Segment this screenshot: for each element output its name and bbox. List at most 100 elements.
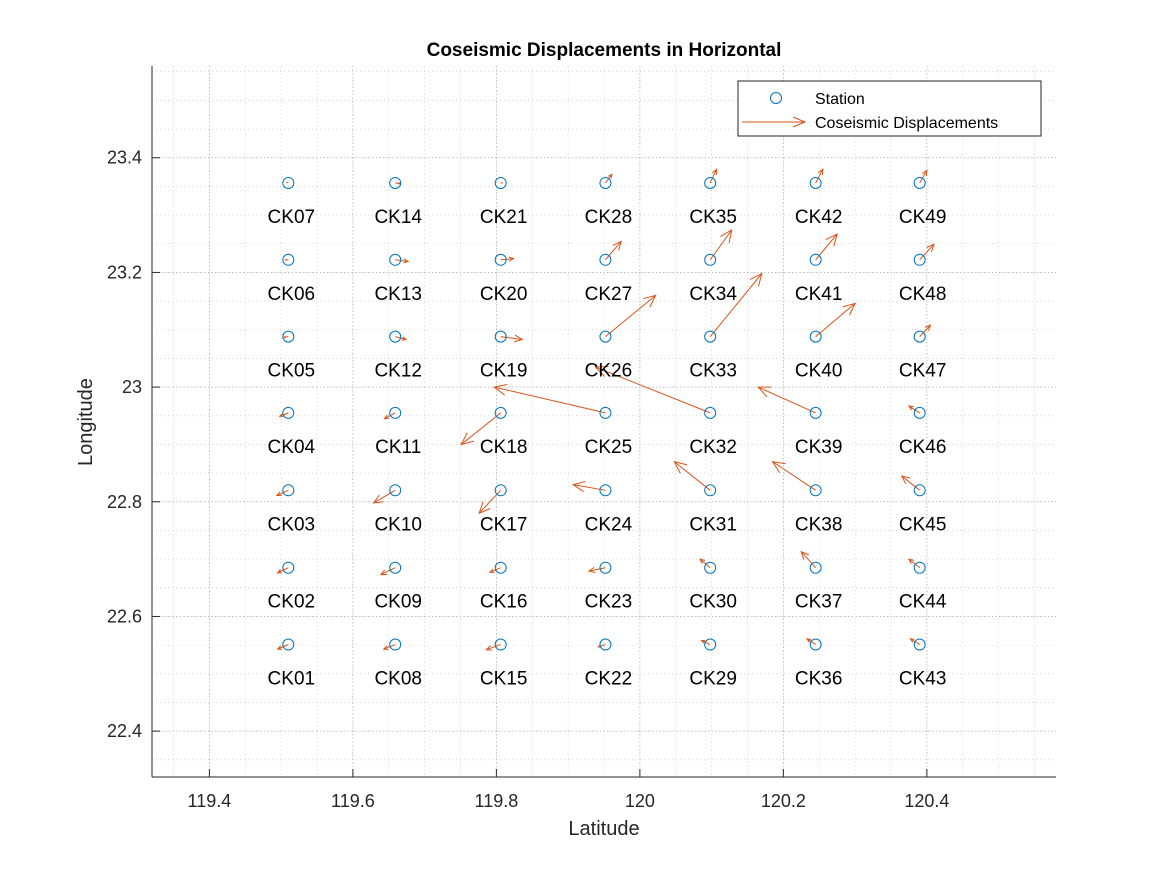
arrow-head [673,460,688,474]
arrow-shaft [673,461,711,491]
displacement-arrow-ck08 [382,644,396,650]
arrow-head [700,640,706,644]
station-label-ck27: CK27 [585,284,633,305]
station-marker-ck10 [389,484,402,497]
station-marker-ck38 [809,484,822,497]
y-tick-label: 22.4 [107,721,142,741]
arrow-shaft [595,366,711,414]
displacement-arrow-ck05 [282,335,289,339]
displacement-arrow-ck25 [493,384,606,414]
station-label-ck17: CK17 [480,514,528,535]
arrow-head [460,432,475,446]
station-label-ck41: CK41 [795,284,843,305]
arrow-shaft [373,489,396,504]
displacement-arrow-ck20 [500,256,515,262]
station-marker-ck20 [494,253,507,266]
arrow-shaft [901,475,920,491]
arrow-head [806,638,812,643]
station-marker-ck03 [282,484,295,497]
station-label-ck38: CK38 [795,514,843,535]
station-label-ck33: CK33 [689,361,737,382]
displacement-arrow-ck19 [500,334,524,343]
displacement-arrow-ck26 [605,294,657,338]
axis-ticks [152,157,928,777]
station-markers [282,176,926,651]
legend-station-icon [770,92,782,104]
station-marker-ck11 [389,406,402,419]
station-label-ck39: CK39 [795,437,843,458]
arrow-head [594,365,609,377]
arrow-shaft [908,405,920,414]
station-marker-ck08 [389,638,402,651]
displacement-arrow-ck42 [815,168,824,184]
station-label-ck21: CK21 [480,207,528,228]
arrow-shaft [815,168,824,184]
arrow-shaft [279,412,289,417]
station-label-ck19: CK19 [480,361,528,382]
station-marker-ck42 [809,176,822,189]
arrow-head [900,475,911,485]
station-label-ck06: CK06 [268,284,316,305]
station-marker-ck44 [913,561,926,574]
station-marker-ck48 [913,253,926,266]
displacement-arrow-ck11 [383,412,396,420]
station-label-ck47: CK47 [899,361,947,382]
y-tick-label: 22.6 [107,606,142,626]
station-label-ck11: CK11 [375,437,421,458]
station-label-ck36: CK36 [795,669,843,690]
y-tick-label: 22.8 [107,492,142,512]
station-label-ck05: CK05 [268,361,316,382]
legend-box [737,80,1042,137]
station-labels: CK01 CK02 CK03 CK04 CK05 CK06 CK07 CK08 CK09 CK10… [268,207,947,690]
displacement-arrow-ck46 [907,405,920,414]
arrow-head [907,405,914,411]
x-axis-label: Latitude [568,818,639,840]
grid-lines [152,66,1056,777]
arrow-head [382,645,389,650]
station-label-ck28: CK28 [585,207,633,228]
arrow-head [842,302,857,316]
station-marker-ck33 [704,330,717,343]
arrow-head [278,413,284,417]
arrow-shaft [486,644,501,651]
displacement-arrow-ck29 [700,640,711,646]
arrow-head [587,566,596,574]
arrow-shaft [908,558,920,569]
station-label-ck04: CK04 [268,437,316,458]
station-label-ck40: CK40 [795,361,843,382]
arrow-head [720,229,733,243]
arrow-shaft [709,168,718,184]
arrow-head [514,334,524,343]
displacement-arrow-ck13 [395,258,410,264]
station-label-ck14: CK14 [374,207,422,228]
displacement-arrow-ck27 [605,240,623,261]
arrow-head [909,638,915,643]
legend: Station Coseismic Displacements [737,80,1042,137]
station-label-ck29: CK29 [689,669,737,690]
arrow-head [276,569,283,574]
station-label-ck45: CK45 [899,514,947,535]
displacement-arrow-ck32 [594,365,711,414]
x-tick-labels: 119.4 119.6 119.8 120 120.2 120.4 [188,791,950,811]
arrow-shaft [699,558,711,569]
displacement-arrow-ck23 [587,566,606,574]
station-label-ck34: CK34 [689,284,737,305]
station-marker-ck18 [494,406,507,419]
arrow-head [907,558,915,565]
arrow-shaft [605,294,656,338]
arrow-shaft [500,336,523,341]
arrow-shaft [395,259,409,263]
arrow-head [825,233,838,247]
station-label-ck42: CK42 [795,207,843,228]
station-label-ck44: CK44 [899,592,947,613]
arrow-head [478,501,491,515]
station-label-ck49: CK49 [899,207,947,228]
station-marker-ck12 [389,330,402,343]
x-tick-label: 120 [625,791,655,811]
arrow-head [749,272,763,287]
station-label-ck35: CK35 [689,207,737,228]
arrow-shaft [383,644,396,650]
arrow-shaft [709,229,733,261]
station-label-ck07: CK07 [268,207,316,228]
